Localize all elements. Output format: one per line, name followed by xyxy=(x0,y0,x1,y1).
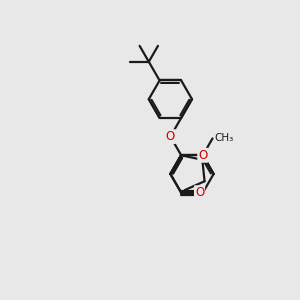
Text: CH₃: CH₃ xyxy=(214,134,233,143)
Text: O: O xyxy=(198,149,207,162)
Text: O: O xyxy=(166,130,175,143)
Text: O: O xyxy=(195,186,204,199)
